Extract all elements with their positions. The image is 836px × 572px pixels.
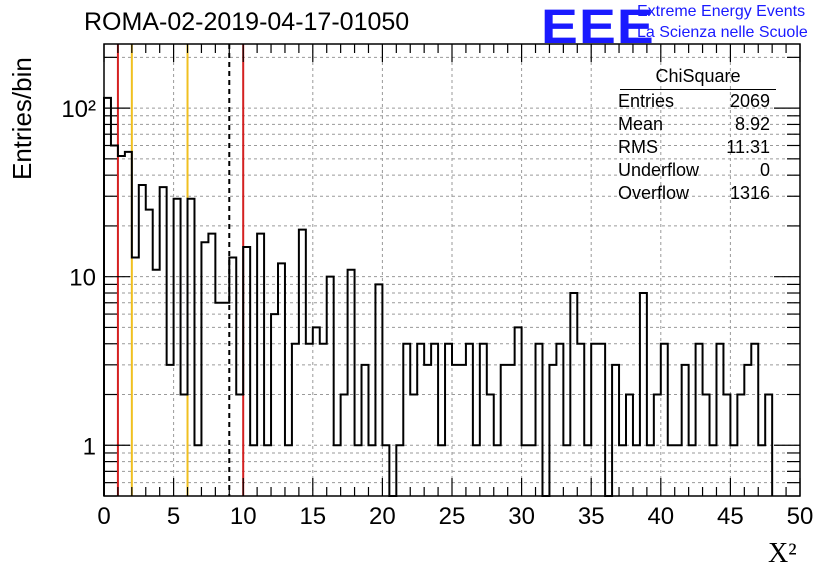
x-tick-label: 35 <box>578 503 605 530</box>
stat-row-entries: Entries 2069 <box>610 90 778 113</box>
stat-value: 11.31 <box>726 137 770 157</box>
stat-row-rms: RMS 11.31 <box>610 136 778 159</box>
logo-line-1: Extreme Energy Events <box>637 3 806 20</box>
stat-row-overflow: Overflow 1316 <box>610 182 778 205</box>
stats-title: ChiSquare <box>620 66 776 90</box>
eee-logo: EEE <box>541 1 655 54</box>
axes: 0 5 10 15 20 25 30 35 40 45 50 1 10 10² <box>61 43 814 530</box>
stat-label: Underflow <box>618 160 700 180</box>
stats-box: ChiSquare Entries 2069 Mean 8.92 RMS 11.… <box>610 66 778 205</box>
stat-value: 1316 <box>729 183 770 203</box>
x-tick-label: 0 <box>97 503 110 530</box>
stat-value: 2069 <box>729 91 770 111</box>
stat-label: Mean <box>618 114 664 134</box>
stat-label: Entries <box>618 91 675 111</box>
logo-line-2: La Scienza nelle Scuole <box>637 24 808 41</box>
stat-value: 0 <box>759 160 770 180</box>
x-tick-label: 45 <box>717 503 744 530</box>
y-tick-label: 10 <box>69 265 96 292</box>
x-tick-label: 30 <box>508 503 535 530</box>
histogram-bars <box>103 96 774 497</box>
x-tick-label: 50 <box>787 503 814 530</box>
y-tick-label: 10² <box>61 96 96 123</box>
stat-value: 8.92 <box>734 114 770 134</box>
histogram-series <box>103 96 774 497</box>
x-tick-label: 10 <box>230 503 257 530</box>
grid <box>104 44 800 496</box>
x-tick-label: 15 <box>299 503 326 530</box>
x-tick-label: 20 <box>369 503 396 530</box>
stat-row-mean: Mean 8.92 <box>610 113 778 136</box>
chart-title: ROMA-02-2019-04-17-01050 <box>84 8 410 36</box>
x-tick-label: 25 <box>439 503 466 530</box>
y-axis-label: Entries/bin <box>7 57 37 180</box>
stat-label: Overflow <box>618 183 690 203</box>
stat-label: RMS <box>618 137 658 157</box>
plot-area <box>104 44 800 496</box>
x-tick-label: 40 <box>647 503 674 530</box>
x-axis-label: X² <box>768 538 797 569</box>
y-tick-label: 1 <box>83 433 96 460</box>
x-tick-label: 5 <box>167 503 180 530</box>
stat-row-underflow: Underflow 0 <box>610 159 778 182</box>
